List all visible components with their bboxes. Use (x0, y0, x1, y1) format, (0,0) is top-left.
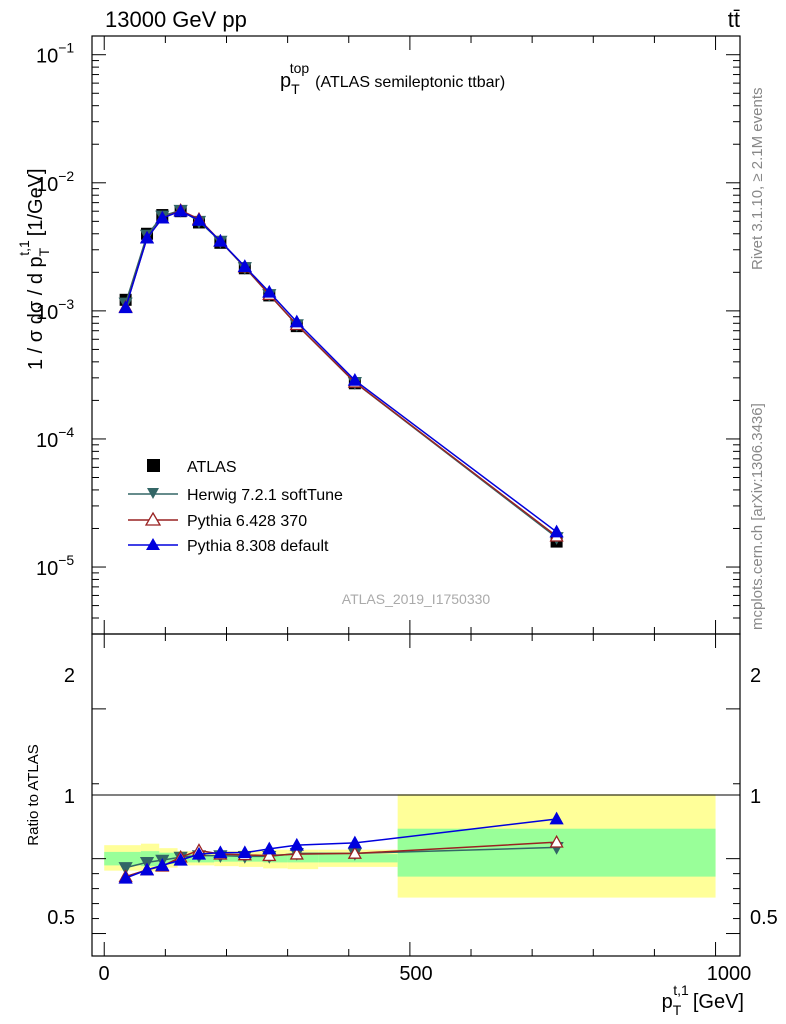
top-marker-pythia8 (237, 259, 252, 272)
ratio-marker-pythia8 (262, 841, 277, 855)
ratio-marker-pythia6 (549, 834, 564, 848)
ratio-marker-pythia8 (173, 852, 188, 866)
legend-label-herwig: Herwig 7.2.1 softTune (187, 487, 343, 504)
top-marker-pythia8 (139, 230, 155, 244)
ratio-stat-uncertainty-band (104, 851, 141, 866)
ratio-marker-pythia6 (289, 846, 304, 860)
ratio-stat-uncertainty-band (159, 852, 178, 864)
ratio-marker-pythia8 (347, 835, 362, 849)
top-marker-pythia8 (347, 372, 362, 386)
ratio-marker-pythia8 (155, 858, 170, 871)
xtick-500: 500 (399, 963, 432, 985)
ratio-ytick-2-left: 2 (64, 665, 75, 687)
ratio-plot-frame (91, 633, 741, 957)
top-ytick-label: 10−3 (36, 296, 74, 324)
ratio-marker-pythia8 (237, 845, 252, 859)
top-series-line-pythia8 (124, 210, 558, 533)
ratio-ytick-1-right: 1 (750, 786, 761, 808)
legend-label-pythia6: Pythia 6.428 370 (187, 513, 307, 530)
ratio-marker-herwig (118, 862, 133, 875)
ratio-y-axis-label: Ratio to ATLAS (25, 744, 42, 845)
top-ytick-label: 10−1 (36, 40, 74, 68)
top-ytick-label: 10−2 (36, 168, 74, 196)
rivet-label: Rivet 3.1.10, ≥ 2.1M events (749, 88, 766, 271)
ratio-marker-pythia6 (262, 848, 277, 862)
top-ytick-label: 10−4 (36, 424, 74, 452)
legend-marker-pythia6 (144, 511, 162, 526)
ratio-marker-pythia8 (213, 845, 228, 859)
main-plot-panel: 10−1 10−2 10−3 10−4 10−5 (36, 35, 741, 635)
legend-marker-atlas (147, 459, 160, 472)
legend: ATLAS Herwig 7.2.1 softTune Pythia 6.428… (128, 459, 343, 555)
legend-marker-herwig (147, 488, 159, 499)
mcplots-label: mcplots.cern.ch [arXiv:1306.3436] (749, 403, 766, 630)
analysis-watermark: ATLAS_2019_I1750330 (342, 591, 491, 607)
ratio-marker-pythia8 (139, 862, 155, 876)
ratio-ytick-2-right: 2 (750, 665, 761, 687)
top-y-axis-label: 1 / σ dσ / d pTt,1[1/GeV] (16, 168, 52, 370)
xtick-0: 0 (98, 963, 109, 985)
ratio-ytick-1-left: 1 (64, 786, 75, 808)
main-title: pTtop(ATLAS semileptonic ttbar) (280, 60, 505, 97)
header-left: 13000 GeV pp (105, 7, 247, 32)
legend-marker-pythia8 (146, 538, 160, 550)
top-marker-pythia8 (289, 314, 304, 328)
legend-label-pythia8: Pythia 8.308 default (187, 538, 329, 555)
ratio-marker-pythia8 (118, 870, 133, 884)
legend-label-atlas: ATLAS (187, 459, 237, 476)
header-right: tt̄ (728, 7, 740, 32)
ratio-ytick-05-left: 0.5 (47, 907, 75, 929)
ratio-stat-uncertainty-band (263, 854, 288, 863)
ratio-marker-pythia6 (347, 846, 362, 859)
top-marker-pythia8 (262, 284, 277, 298)
top-marker-pythia8 (173, 203, 188, 217)
top-marker-pythia8 (549, 524, 564, 538)
top-marker-pythia8 (155, 210, 170, 224)
ratio-marker-pythia8 (191, 846, 207, 860)
ratio-ytick-05-right: 0.5 (750, 907, 778, 929)
top-marker-pythia8 (191, 212, 207, 226)
ratio-marker-pythia8 (289, 837, 304, 851)
top-marker-pythia8 (213, 233, 228, 247)
ratio-marker-pythia8 (549, 811, 564, 825)
top-marker-pythia8 (118, 300, 133, 314)
x-axis-label: pTt,1[GeV] (662, 982, 744, 1018)
ratio-plot-panel (91, 633, 741, 957)
xtick-1000: 1000 (707, 963, 752, 985)
top-ytick-label: 10−5 (36, 552, 74, 580)
ratio-stat-uncertainty-band (238, 854, 264, 862)
